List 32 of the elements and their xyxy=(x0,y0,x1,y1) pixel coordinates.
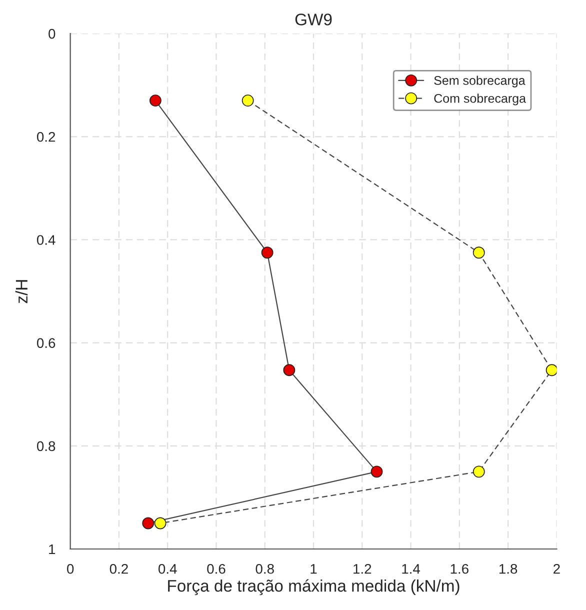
point xyxy=(472,246,485,259)
point xyxy=(546,364,557,376)
x-tick-label: 1.6 xyxy=(450,564,468,574)
x-tick-label: 0 xyxy=(67,564,74,574)
chart-title: GW9 xyxy=(295,14,332,26)
x-tick-label: 1.8 xyxy=(499,564,518,574)
x-tick-label: 0.8 xyxy=(256,564,274,574)
x-tick-label: 1.2 xyxy=(354,564,372,574)
point xyxy=(149,94,162,107)
y-tick-label: 0.8 xyxy=(36,441,56,452)
x-tick-label: 1 xyxy=(310,564,317,574)
x-tick-label: 0.4 xyxy=(158,564,177,574)
point xyxy=(154,517,166,530)
point xyxy=(142,517,154,530)
point xyxy=(472,466,485,478)
x-tick-label: 2 xyxy=(554,564,560,574)
y-tick-label: 1 xyxy=(49,544,56,554)
legend-label: Com sobrecarga xyxy=(434,94,526,106)
point xyxy=(242,94,254,107)
x-axis-title: Força de tração máxima medida (kN/m) xyxy=(168,579,460,596)
x-tick-label: 0.2 xyxy=(110,564,128,574)
point xyxy=(283,364,296,376)
y-tick-label: 0.2 xyxy=(36,132,56,142)
x-tick-label: 0.6 xyxy=(207,564,226,574)
x-tick-label: 1.4 xyxy=(402,564,420,574)
y-axis-title: z/H xyxy=(15,280,28,304)
y-tick-label: 0 xyxy=(48,28,56,39)
y-tick-label: 0.6 xyxy=(36,338,56,348)
legend-label: Sem sobrecarga xyxy=(434,76,526,88)
point xyxy=(261,246,274,259)
y-tick-label: 0.4 xyxy=(36,235,56,245)
point xyxy=(370,466,383,478)
